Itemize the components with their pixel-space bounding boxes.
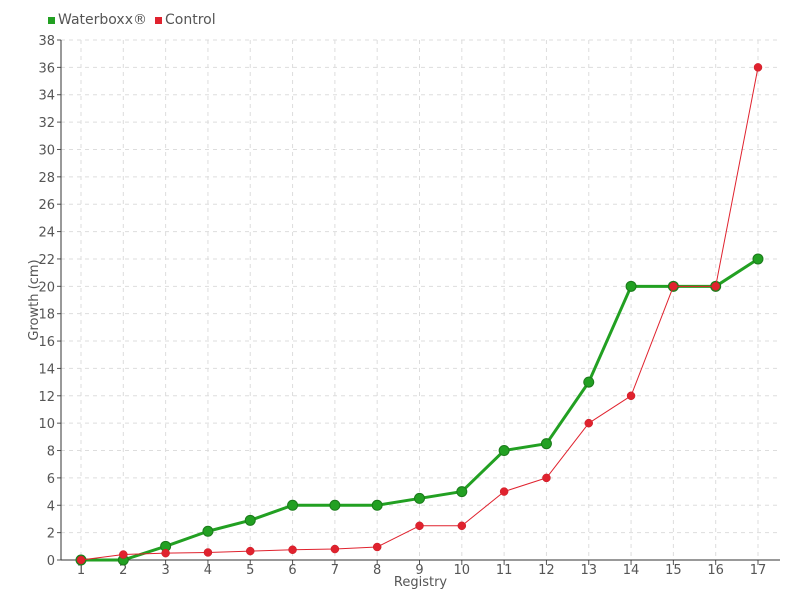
- data-point-waterboxx: [371, 499, 383, 511]
- y-tick-label: 12: [38, 390, 55, 405]
- x-tick-label: 3: [161, 563, 169, 578]
- data-point-waterboxx: [498, 445, 510, 457]
- legend-item-control[interactable]: Control: [154, 12, 216, 28]
- y-tick-label: 6: [47, 472, 55, 487]
- x-tick-label: 17: [750, 563, 767, 578]
- y-tick-label: 28: [38, 171, 55, 186]
- y-tick-label: 32: [38, 116, 55, 131]
- x-tick-label: 16: [707, 563, 724, 578]
- data-point-control: [119, 550, 128, 559]
- data-point-waterboxx: [456, 486, 468, 498]
- y-tick-label: 38: [38, 34, 55, 49]
- y-tick-label: 22: [38, 253, 55, 268]
- x-tick-label: 5: [246, 563, 254, 578]
- series-layer: [75, 63, 764, 566]
- y-tick-label: 4: [47, 499, 55, 514]
- y-axis-title: Growth (cm): [27, 259, 42, 340]
- data-point-waterboxx: [583, 376, 595, 388]
- y-tick-label: 0: [47, 554, 55, 569]
- data-point-waterboxx: [329, 499, 341, 511]
- data-point-control: [753, 63, 763, 72]
- y-tick-label: 26: [38, 198, 55, 213]
- y-tick-label: 24: [38, 226, 55, 241]
- x-tick-label: 10: [454, 563, 471, 578]
- data-point-control: [415, 521, 424, 531]
- data-point-control: [246, 546, 255, 556]
- data-point-control: [330, 544, 340, 554]
- legend-label-waterboxx: Waterboxx®: [58, 12, 147, 28]
- legend-item-waterboxx[interactable]: Waterboxx®: [48, 12, 147, 28]
- data-point-control: [669, 282, 678, 291]
- y-tick-label: 36: [38, 61, 55, 76]
- y-tick-label: 2: [47, 527, 55, 542]
- data-point-control: [203, 548, 213, 557]
- x-tick-label: 12: [538, 563, 555, 578]
- legend-swatch-waterboxx: [48, 16, 55, 24]
- data-point-control: [288, 545, 297, 554]
- data-point-control: [76, 555, 86, 565]
- grid-lines: [57, 39, 780, 565]
- data-point-waterboxx: [752, 253, 764, 265]
- x-tick-label: 2: [119, 563, 127, 578]
- x-tick-label: 8: [373, 563, 381, 578]
- chart-legend: Waterboxx® Control: [48, 12, 216, 28]
- y-tick-label: 8: [47, 445, 55, 460]
- data-point-waterboxx: [287, 499, 299, 511]
- x-tick-label: 7: [331, 563, 339, 578]
- x-tick-labels: 1 2 3 4 5 6 7 8 9 10 11 12 13 14 15 16 17: [77, 563, 766, 578]
- data-point-waterboxx: [202, 525, 214, 537]
- x-tick-label: 15: [665, 563, 682, 578]
- data-point-waterboxx: [540, 438, 552, 450]
- x-tick-label: 14: [623, 563, 640, 578]
- y-tick-label: 14: [38, 362, 55, 377]
- x-tick-label: 9: [415, 563, 423, 578]
- legend-label-control: Control: [164, 12, 216, 28]
- y-tick-label: 30: [38, 143, 55, 158]
- x-tick-label: 11: [496, 563, 513, 578]
- y-tick-label: 18: [38, 308, 55, 323]
- data-point-waterboxx: [414, 492, 425, 504]
- data-point-control: [626, 391, 636, 401]
- x-tick-label: 13: [580, 563, 597, 578]
- data-point-control: [499, 487, 509, 496]
- data-point-control: [711, 282, 720, 291]
- data-point-control: [161, 548, 170, 558]
- data-point-waterboxx: [244, 514, 256, 526]
- x-tick-label: 1: [77, 563, 85, 578]
- axes: [60, 40, 780, 561]
- y-tick-label: 10: [38, 417, 55, 432]
- y-tick-label: 34: [38, 89, 55, 104]
- data-point-control: [584, 418, 593, 428]
- data-point-control: [372, 542, 382, 552]
- x-axis-title: Registry: [394, 575, 448, 590]
- data-point-control: [542, 473, 551, 483]
- data-point-control: [457, 521, 467, 531]
- y-tick-label: 16: [38, 335, 55, 350]
- x-tick-label: 4: [204, 563, 212, 578]
- x-tick-label: 6: [288, 563, 296, 578]
- legend-swatch-control: [154, 16, 162, 24]
- y-tick-label: 20: [38, 280, 55, 295]
- data-point-waterboxx: [625, 280, 637, 292]
